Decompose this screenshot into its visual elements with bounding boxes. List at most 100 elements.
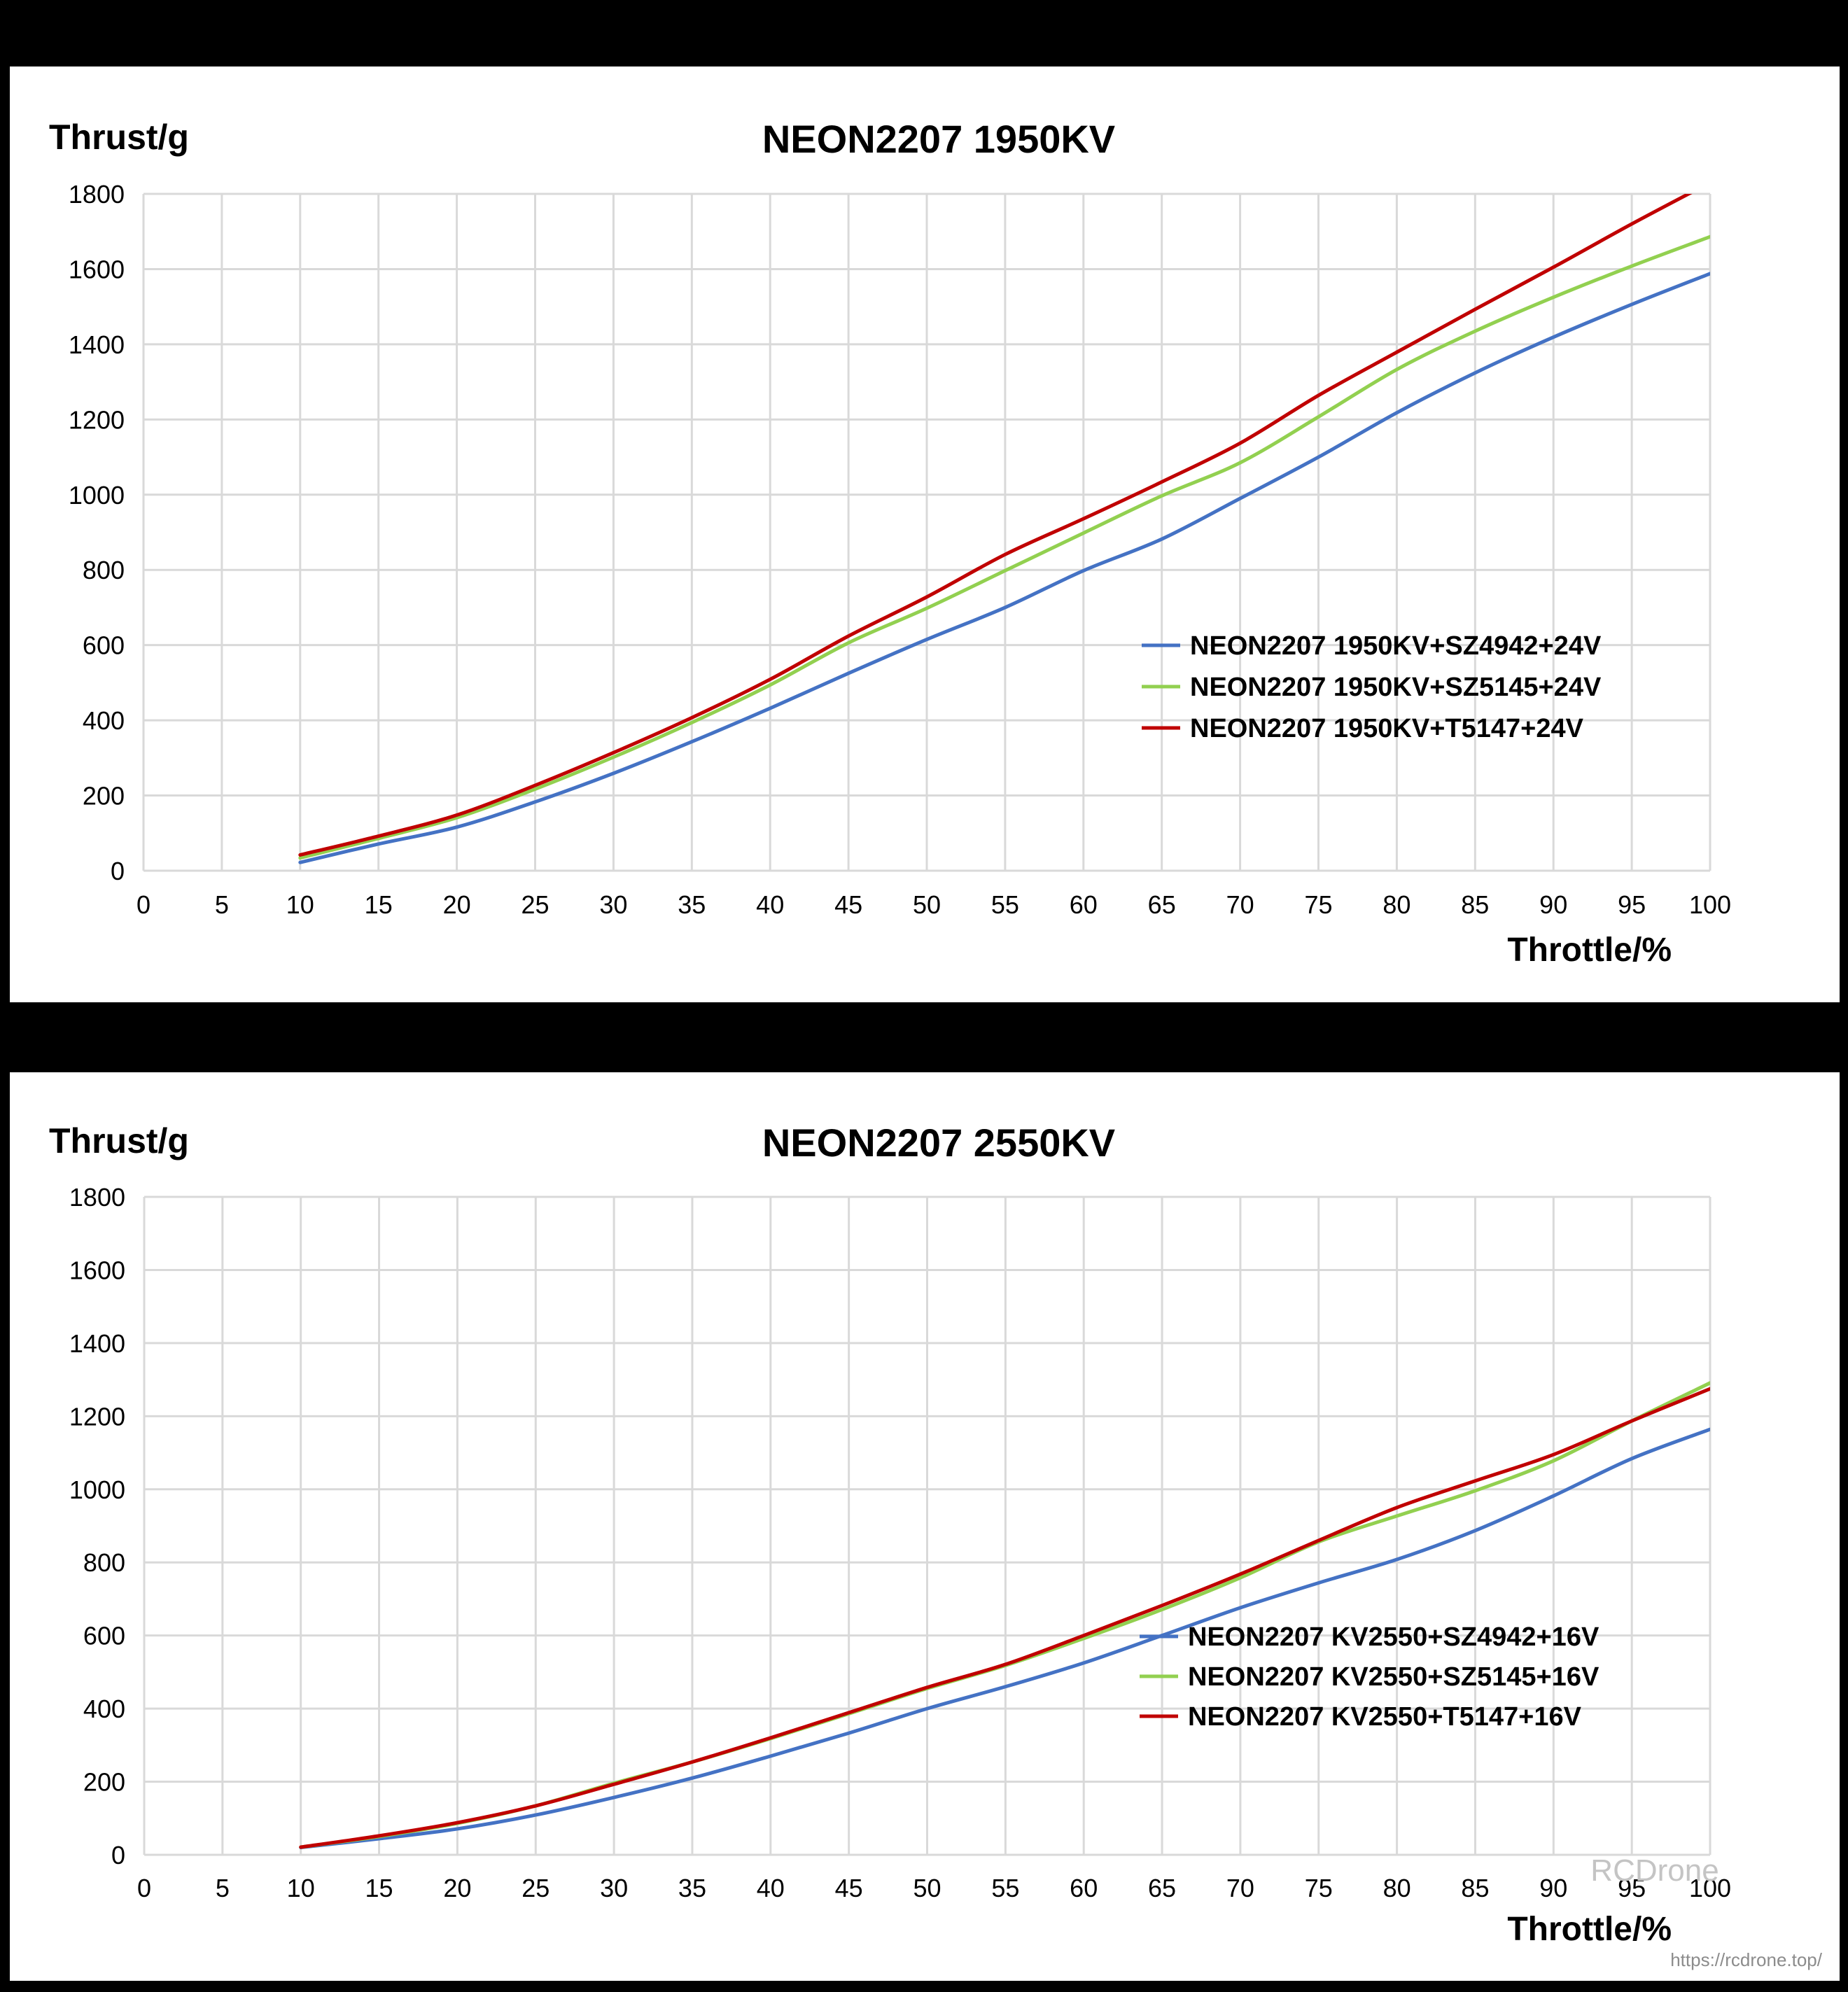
x-tick-label: 20 [443,890,471,919]
series-line-3 [299,1387,1710,1849]
x-tick-label: 100 [1689,890,1731,919]
y-tick-label: 600 [83,631,125,660]
x-tick-label: 70 [1226,1874,1254,1902]
y-tick-label: 1200 [69,1402,125,1431]
y-tick-label: 1600 [69,255,125,283]
x-tick-label: 90 [1539,890,1567,919]
x-tick-label: 75 [1304,890,1332,919]
x-tick-label: 10 [286,890,314,919]
y-axis-title: Thrust/g [49,118,189,157]
x-tick-label: 40 [756,890,784,919]
y-tick-label: 1400 [69,1329,125,1358]
y-axis-ticks: 0 200 400 600 800 1000 1200 1400 1600 1800 [69,1183,125,1870]
chart-panel-1950kv: NEON2207 1950KV Thrust/g 0 200 400 600 800 1000… [10,66,1840,1002]
legend-label: NEON2207 KV2550+SZ4942+16V [1188,1622,1600,1652]
legend-label: NEON2207 1950KV+SZ5145+24V [1190,673,1602,702]
y-axis-ticks: 0 200 400 600 800 1000 1200 1400 1600 1800 [69,180,125,885]
x-axis-ticks: 0 5 10 15 20 25 30 35 40 45 50 55 60 65 70 75 80 85 90 95 10… [137,1874,1731,1902]
y-tick-label: 1000 [69,481,125,510]
watermark-brand: RCDrone [1590,1853,1718,1888]
x-tick-label: 45 [834,890,862,919]
x-tick-label: 40 [757,1874,785,1902]
x-tick-label: 25 [521,890,549,919]
y-tick-label: 1800 [69,180,125,209]
chart-1950kv: NEON2207 1950KVThrust/g02004006008001000… [49,117,1731,969]
y-tick-label: 400 [83,706,125,735]
series-line-2 [298,234,1710,860]
y-tick-label: 1000 [69,1475,125,1504]
gridlines [143,1195,1712,1856]
x-tick-label: 15 [365,890,393,919]
x-tick-label: 65 [1148,1874,1176,1902]
y-axis-title: Thrust/g [49,1121,189,1160]
gridlines [142,192,1712,872]
x-axis-title: Throttle/% [1507,932,1672,969]
x-tick-label: 5 [216,1874,230,1902]
y-tick-label: 1800 [69,1183,125,1212]
y-tick-label: 1600 [69,1256,125,1284]
series-line-1 [298,272,1710,864]
legend-item: NEON2207 1950KV+SZ5145+24V [1142,673,1602,702]
x-tick-label: 0 [136,890,150,919]
x-tick-label: 80 [1382,890,1410,919]
chart-title: NEON2207 1950KV [762,117,1115,161]
legend-label: NEON2207 KV2550+T5147+16V [1188,1702,1582,1732]
y-tick-label: 1400 [69,330,125,359]
x-tick-label: 80 [1383,1874,1411,1902]
x-axis-title: Throttle/% [1507,1911,1672,1948]
x-tick-label: 85 [1461,1874,1489,1902]
legend-label: NEON2207 KV2550+SZ5145+16V [1188,1662,1600,1692]
chart-panel-2550kv: NEON2207 2550KV Thrust/g 0 200 400 600 800 1000… [10,1072,1840,1981]
y-tick-label: 0 [111,857,125,885]
x-tick-label: 25 [522,1874,550,1902]
chart-title: NEON2207 2550KV [762,1121,1115,1165]
x-tick-label: 90 [1539,1874,1567,1902]
x-tick-label: 50 [913,1874,941,1902]
legend-item: NEON2207 1950KV+SZ4942+24V [1142,631,1602,661]
x-tick-label: 55 [991,890,1019,919]
x-tick-label: 75 [1305,1874,1333,1902]
legend-label: NEON2207 1950KV+T5147+24V [1190,714,1584,743]
y-tick-label: 200 [83,1768,125,1797]
x-tick-label: 70 [1226,890,1254,919]
watermark-url: https://rcdrone.top/ [1670,1949,1823,1970]
x-tick-label: 30 [600,1874,628,1902]
x-tick-label: 100 [1689,1874,1731,1902]
y-tick-label: 200 [83,782,125,811]
x-tick-label: 5 [215,890,229,919]
series-line-3 [298,194,1693,857]
legend-item: NEON2207 KV2550+T5147+16V [1140,1702,1582,1732]
legend: NEON2207 KV2550+SZ4942+16V NEON2207 KV255… [1140,1622,1600,1732]
x-tick-label: 85 [1461,890,1489,919]
x-axis-ticks: 0 5 10 15 20 25 30 35 40 45 50 55 60 65 70 75 80 85 90 95 10… [136,890,1731,919]
x-tick-label: 35 [678,890,706,919]
x-tick-label: 20 [443,1874,471,1902]
x-tick-label: 0 [137,1874,151,1902]
x-tick-label: 30 [599,890,627,919]
x-tick-label: 50 [913,890,941,919]
x-tick-label: 65 [1148,890,1176,919]
chart-2550kv: NEON2207 2550KVThrust/g02004006008001000… [49,1121,1823,1970]
legend-item: NEON2207 KV2550+SZ4942+16V [1140,1622,1600,1652]
y-tick-label: 0 [111,1841,125,1870]
x-tick-label: 95 [1618,890,1646,919]
legend-label: NEON2207 1950KV+SZ4942+24V [1190,631,1602,661]
legend-item: NEON2207 KV2550+SZ5145+16V [1140,1662,1600,1692]
x-tick-label: 35 [678,1874,706,1902]
legend-item: NEON2207 1950KV+T5147+24V [1142,714,1584,743]
y-tick-label: 800 [83,556,125,584]
x-tick-label: 95 [1618,1874,1646,1902]
x-tick-label: 15 [365,1874,393,1902]
series-line-1 [299,1427,1710,1850]
y-tick-label: 600 [83,1622,125,1650]
series-lines [299,1381,1710,1850]
x-tick-label: 45 [835,1874,863,1902]
series-lines [298,194,1710,864]
y-tick-label: 400 [83,1695,125,1723]
y-tick-label: 1200 [69,405,125,434]
x-tick-label: 55 [991,1874,1019,1902]
x-tick-label: 60 [1070,890,1098,919]
x-tick-label: 60 [1070,1874,1098,1902]
legend: NEON2207 1950KV+SZ4942+24V NEON2207 1950K… [1142,631,1602,743]
y-tick-label: 800 [83,1548,125,1577]
